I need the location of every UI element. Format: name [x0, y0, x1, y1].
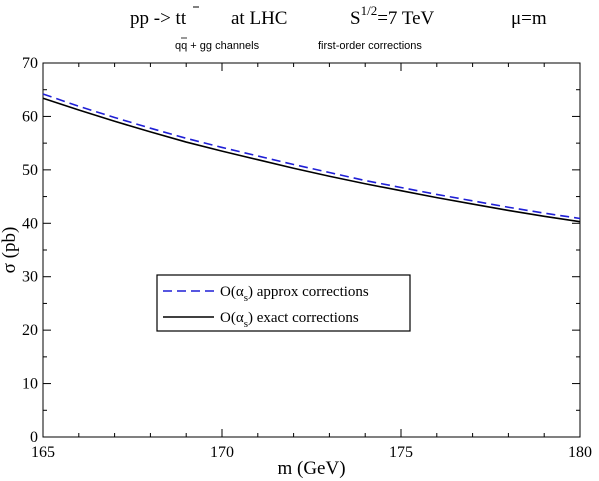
plot-frame — [42, 62, 581, 438]
legend-label-1: O(αs) approx corrections — [220, 284, 369, 304]
series-line-2 — [42, 97, 581, 223]
y-tick-label: 10 — [22, 376, 38, 393]
y-tick-label: 20 — [22, 322, 38, 339]
plot-area: 165 170 175 180 0 10 20 30 40 50 60 70 m (GeV) σ (pb)… — [0, 55, 592, 479]
series-line-1 — [42, 93, 581, 220]
chart-header: pp -> tt at LHC S1/2=7 TeV μ=m qq + gg c… — [130, 3, 547, 52]
y-tick-label: 60 — [22, 108, 38, 125]
y-axis-label: σ (pb) — [0, 227, 20, 274]
legend-box — [156, 274, 411, 332]
y-tick-label: 70 — [22, 55, 38, 72]
y-tick-label: 0 — [30, 429, 38, 446]
x-tick-label: 180 — [568, 444, 592, 461]
y-tick-label: 40 — [22, 215, 38, 232]
header-order: first-order corrections — [318, 40, 422, 52]
header-channels: qq + gg channels — [175, 40, 260, 52]
header-at-lhc: at LHC — [231, 8, 287, 29]
header-scale: μ=m — [511, 8, 547, 29]
x-tick-label: 165 — [31, 444, 55, 461]
x-tick-label: 170 — [210, 444, 234, 461]
legend-label-2: O(αs) exact corrections — [220, 310, 359, 330]
x-axis-label: m (GeV) — [277, 458, 345, 479]
y-tick-label: 50 — [22, 162, 38, 179]
header-energy: S1/2=7 TeV — [350, 3, 435, 29]
y-tick-label: 30 — [22, 269, 38, 286]
header-process: pp -> tt — [130, 8, 187, 29]
x-tick-label: 175 — [389, 444, 413, 461]
